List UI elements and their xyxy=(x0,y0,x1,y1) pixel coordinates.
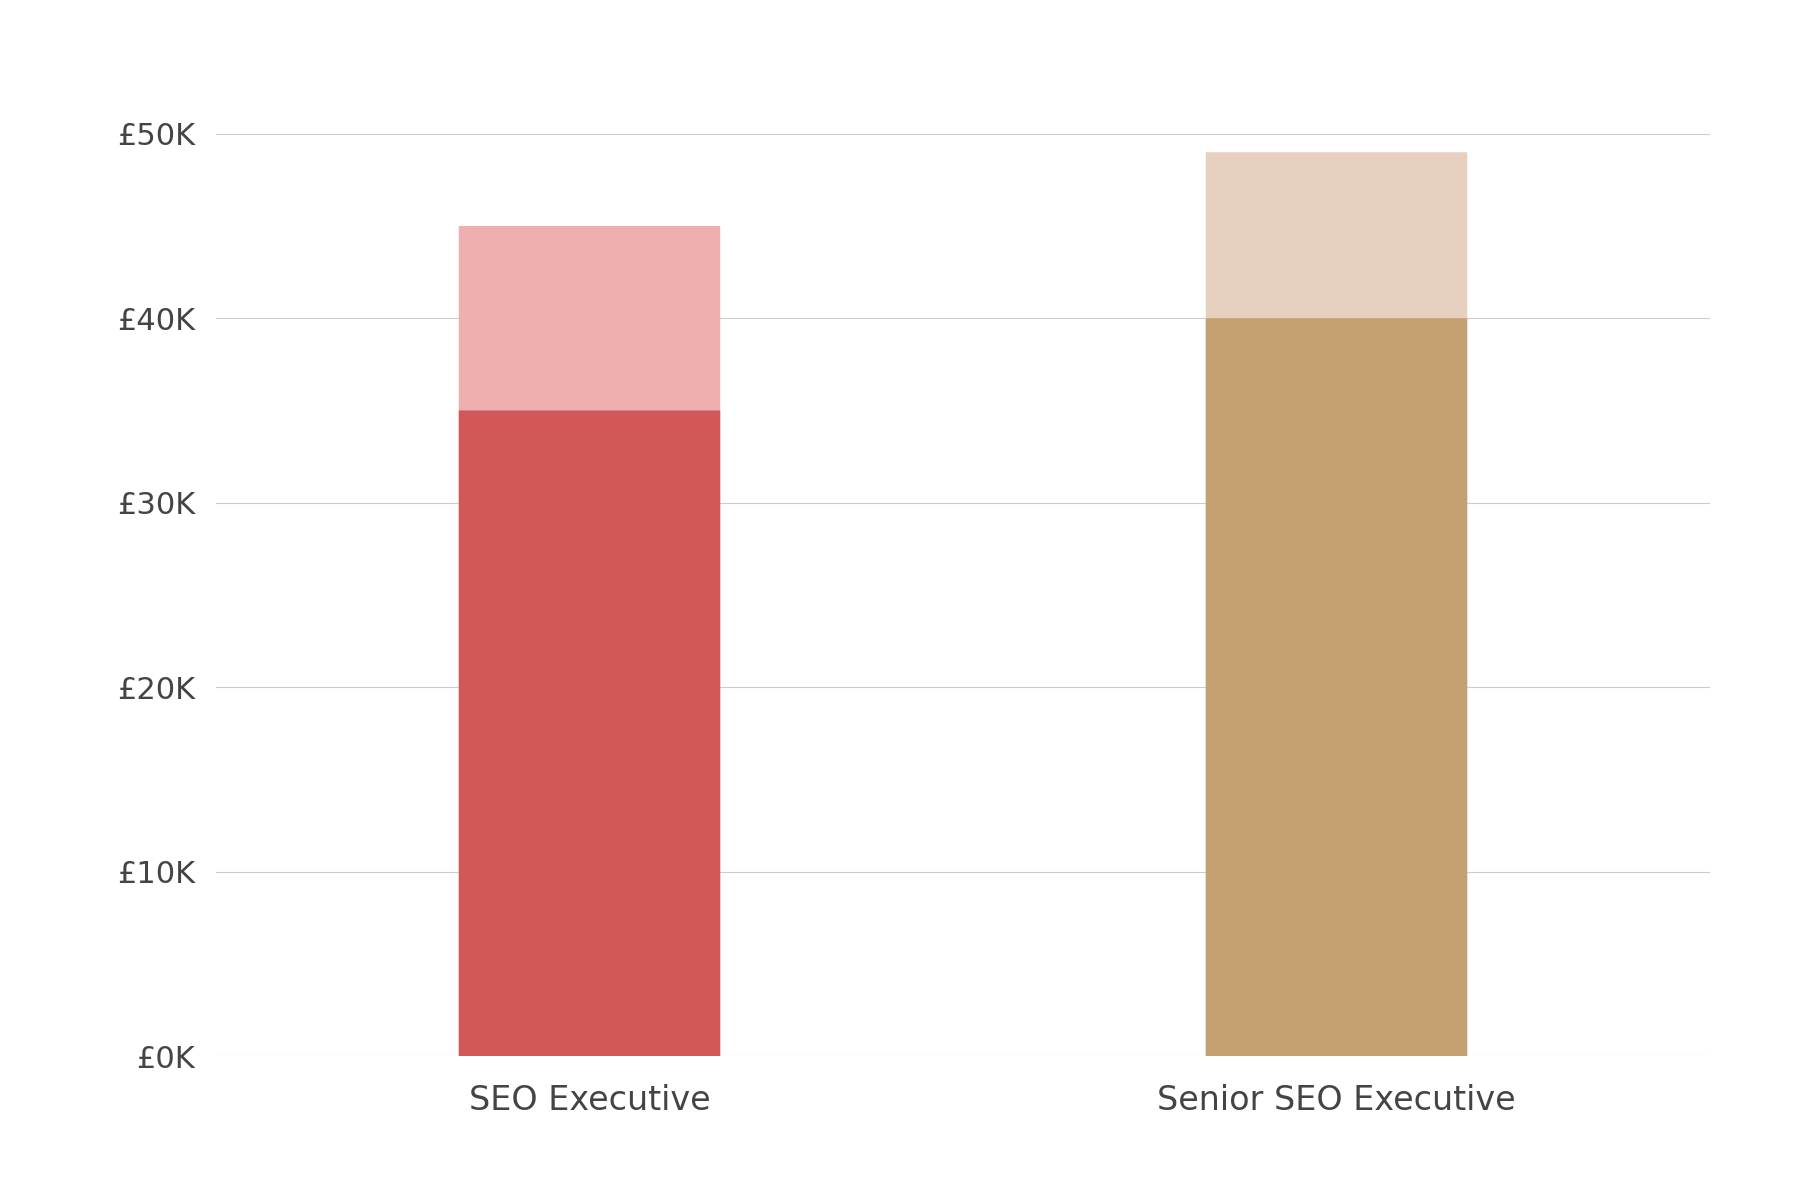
FancyBboxPatch shape xyxy=(459,410,720,1056)
FancyBboxPatch shape xyxy=(1206,152,1467,1056)
FancyBboxPatch shape xyxy=(1206,318,1467,1056)
FancyBboxPatch shape xyxy=(459,226,720,1056)
